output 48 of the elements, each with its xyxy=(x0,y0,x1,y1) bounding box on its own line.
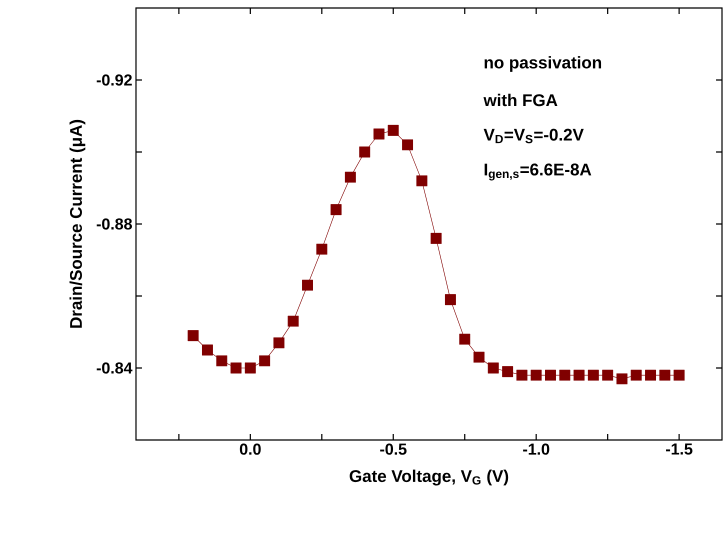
point xyxy=(488,362,499,374)
point xyxy=(288,316,299,327)
point xyxy=(616,373,628,384)
point xyxy=(545,370,556,381)
point xyxy=(302,280,313,291)
point xyxy=(202,344,213,356)
annotation: V$_{D}$=V$_{S}$=-0.2V xyxy=(484,128,584,144)
y-tick-label: -0.88 xyxy=(96,218,132,230)
point xyxy=(359,146,370,158)
annotation: I$_{gen,s}$=6.6E-8A xyxy=(484,164,592,180)
point xyxy=(244,362,256,374)
point xyxy=(316,244,328,255)
point xyxy=(674,370,685,381)
point xyxy=(444,294,456,306)
point xyxy=(259,355,270,366)
point xyxy=(188,330,199,342)
point xyxy=(530,370,542,381)
y-axis-title: Drain/Source Current (μA) xyxy=(70,120,86,328)
point xyxy=(588,370,599,381)
annotation: no passivation xyxy=(484,56,602,72)
point xyxy=(388,124,399,136)
point xyxy=(602,370,614,381)
point xyxy=(373,128,384,140)
x-tick-label: -1.5 xyxy=(666,444,692,455)
point xyxy=(402,139,414,150)
annotation: with FGA xyxy=(483,94,558,106)
point xyxy=(516,370,528,381)
point xyxy=(630,370,642,381)
point xyxy=(330,204,342,216)
y-tick-label: -0.92 xyxy=(96,74,132,86)
x-axis-title: Gate Voltage, V$_{G}$ (V) xyxy=(350,470,508,486)
point xyxy=(230,362,242,374)
x-tick-label: 0.0 xyxy=(240,444,261,455)
point xyxy=(459,334,470,345)
point xyxy=(216,355,228,366)
x-tick-label: -1.0 xyxy=(523,444,550,455)
point xyxy=(273,337,284,348)
point xyxy=(430,232,442,244)
point xyxy=(416,175,428,186)
x-tick-label: -0.5 xyxy=(380,444,407,455)
point xyxy=(344,172,356,183)
point xyxy=(659,370,670,381)
point xyxy=(645,370,656,381)
point xyxy=(502,366,514,378)
point xyxy=(574,370,585,381)
point xyxy=(474,352,485,363)
point xyxy=(559,370,570,381)
y-tick-label: -0.84 xyxy=(96,362,132,374)
